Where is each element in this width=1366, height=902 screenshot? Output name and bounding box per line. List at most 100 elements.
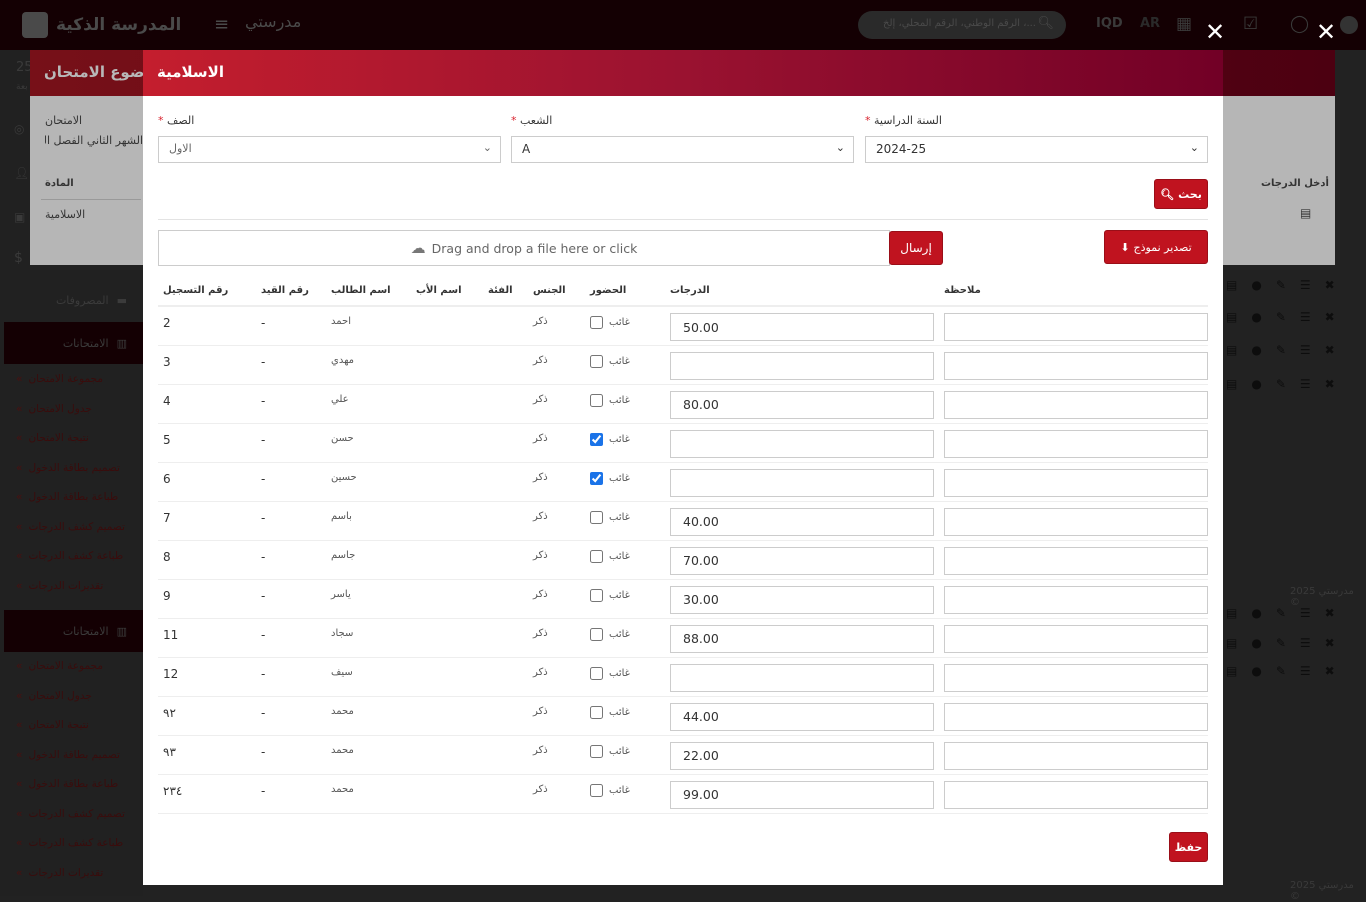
section-select[interactable]: A ⌄ xyxy=(511,136,854,163)
close-main-modal-icon[interactable]: ✕ xyxy=(1205,18,1226,46)
logo[interactable]: المدرسة الذكية xyxy=(22,10,212,40)
id-card-icon[interactable]: ▤ xyxy=(1226,664,1238,678)
absent-checkbox[interactable] xyxy=(590,705,603,719)
note-input[interactable] xyxy=(944,702,1208,731)
sidebar-subitem[interactable]: « تصميم بطاقة الدخول xyxy=(16,749,120,761)
absent-checkbox[interactable] xyxy=(590,588,603,602)
sidebar-subitem[interactable]: « طباعة بطاقة الدخول xyxy=(16,491,118,503)
id-card-icon[interactable]: ▤ xyxy=(1226,343,1238,357)
checkbox-icon[interactable]: ☑ xyxy=(1243,14,1259,34)
sidebar-subitem[interactable]: « تصميم كشف الدرجات xyxy=(16,521,125,533)
sidebar-subitem[interactable]: « نتيجة الامتحان xyxy=(16,432,89,444)
absent-checkbox[interactable] xyxy=(590,432,603,446)
list-icon[interactable]: ☰ xyxy=(1299,664,1311,678)
list-icon[interactable]: ☰ xyxy=(1299,636,1311,650)
absent-checkbox-label[interactable]: غائب xyxy=(590,783,660,797)
sidebar-subitem[interactable]: « تقديرات الدرجات xyxy=(16,867,103,879)
sidebar-subitem[interactable]: « طباعة بطاقة الدخول xyxy=(16,778,118,790)
delete-icon[interactable]: ✖ xyxy=(1324,343,1335,357)
note-input[interactable] xyxy=(944,663,1208,692)
grade-input[interactable]: 30.00 xyxy=(670,585,934,614)
hamburger-icon[interactable]: ≡ xyxy=(214,14,230,35)
list-icon[interactable]: ☰ xyxy=(1299,343,1311,357)
absent-checkbox-label[interactable]: غائب xyxy=(590,627,660,641)
search-button[interactable]: 🔍︎ بحث xyxy=(1154,179,1208,209)
delete-icon[interactable]: ✖ xyxy=(1324,310,1335,324)
absent-checkbox-label[interactable]: غائب xyxy=(590,354,660,368)
sidebar-subitem[interactable]: « تصميم كشف الدرجات xyxy=(16,808,125,820)
comment-icon[interactable]: ● xyxy=(1251,606,1262,620)
delete-icon[interactable]: ✖ xyxy=(1324,664,1335,678)
id-card-icon[interactable]: ▤ xyxy=(1226,606,1238,620)
language-label[interactable]: AR xyxy=(1140,16,1161,31)
grade-input[interactable] xyxy=(670,351,934,380)
sidebar-subitem[interactable]: « تقديرات الدرجات xyxy=(16,580,103,592)
absent-checkbox-label[interactable]: غائب xyxy=(590,393,660,407)
note-input[interactable] xyxy=(944,585,1208,614)
dollar-icon[interactable]: $ xyxy=(14,250,23,266)
comment-icon[interactable]: ● xyxy=(1251,343,1262,357)
id-card-icon[interactable]: ▤ xyxy=(1226,636,1238,650)
absent-checkbox-label[interactable]: غائب xyxy=(590,705,660,719)
list-icon[interactable]: ☰ xyxy=(1299,310,1311,324)
delete-icon[interactable]: ✖ xyxy=(1324,377,1335,391)
delete-icon[interactable]: ✖ xyxy=(1324,636,1335,650)
sidebar-subitem[interactable]: « جدول الامتحان xyxy=(16,403,92,415)
pencil-icon[interactable]: ✎ xyxy=(1275,664,1286,678)
export-template-button[interactable]: ⬇ تصدير نموذج xyxy=(1104,230,1208,264)
sidebar-item-exams-2[interactable]: الامتحانات ▥ xyxy=(4,610,143,652)
absent-checkbox-label[interactable]: غائب xyxy=(590,316,660,329)
sidebar-subitem[interactable]: « طباعة كشف الدرجات xyxy=(16,837,123,849)
users-icon[interactable]: 👤︎ xyxy=(14,166,30,180)
sidebar-subitem[interactable]: « جدول الامتحان xyxy=(16,690,92,702)
note-input[interactable] xyxy=(944,780,1208,809)
absent-checkbox[interactable] xyxy=(590,744,603,758)
list-icon[interactable]: ☰ xyxy=(1299,377,1311,391)
note-input[interactable] xyxy=(944,624,1208,653)
sidebar-subitem[interactable]: « نتيجة الامتحان xyxy=(16,719,89,731)
absent-checkbox[interactable] xyxy=(590,471,603,485)
grade-input[interactable]: 50.00 xyxy=(670,313,934,341)
note-input[interactable] xyxy=(944,313,1208,341)
send-button[interactable]: إرسال xyxy=(889,231,943,265)
absent-checkbox-label[interactable]: غائب xyxy=(590,432,660,446)
file-dropzone[interactable]: ☁ Drag and drop a file here or click xyxy=(158,230,890,266)
absent-checkbox-label[interactable]: غائب xyxy=(590,510,660,524)
absent-checkbox-label[interactable]: غائب xyxy=(590,666,660,680)
pencil-icon[interactable]: ✎ xyxy=(1275,278,1286,292)
sidebar-subitem[interactable]: « مجموعة الامتحان xyxy=(16,660,103,672)
absent-checkbox[interactable] xyxy=(590,316,603,329)
pencil-icon[interactable]: ✎ xyxy=(1275,310,1286,324)
absent-checkbox[interactable] xyxy=(590,627,603,641)
money-icon[interactable]: ▣ xyxy=(14,210,26,224)
dashboard-icon[interactable]: ◎ xyxy=(14,122,25,136)
note-input[interactable] xyxy=(944,507,1208,536)
comment-icon[interactable]: ● xyxy=(1251,377,1262,391)
note-input[interactable] xyxy=(944,468,1208,497)
year-select[interactable]: 2024-25 ⌄ xyxy=(865,136,1208,163)
sidebar-subitem[interactable]: « مجموعة الامتحان xyxy=(16,373,103,385)
pencil-icon[interactable]: ✎ xyxy=(1275,636,1286,650)
absent-checkbox-label[interactable]: غائب xyxy=(590,744,660,758)
list-icon[interactable]: ☰ xyxy=(1299,606,1311,620)
grade-input[interactable] xyxy=(670,663,934,692)
id-card-icon[interactable]: ▤ xyxy=(1226,377,1238,391)
sidebar-subitem[interactable]: « طباعة كشف الدرجات xyxy=(16,550,123,562)
grade-input[interactable]: 40.00 xyxy=(670,507,934,536)
grade-input[interactable] xyxy=(670,468,934,497)
close-background-modal-icon[interactable]: ✕ xyxy=(1316,18,1337,46)
absent-checkbox[interactable] xyxy=(590,510,603,524)
sidebar-item-expenses[interactable]: المصروفات ▬ xyxy=(4,279,143,321)
comment-icon[interactable]: ● xyxy=(1251,310,1262,324)
class-select[interactable]: الاول ⌄ xyxy=(158,136,501,163)
sidebar-item-exams[interactable]: الامتحانات ▥ xyxy=(4,322,143,364)
list-icon[interactable]: ☰ xyxy=(1299,278,1311,292)
calendar-icon[interactable]: ▦ xyxy=(1176,14,1193,34)
delete-icon[interactable]: ✖ xyxy=(1324,606,1335,620)
save-button[interactable]: حفظ xyxy=(1169,832,1208,862)
absent-checkbox-label[interactable]: غائب xyxy=(590,471,660,485)
grade-input[interactable]: 44.00 xyxy=(670,702,934,731)
grade-input[interactable]: 70.00 xyxy=(670,546,934,575)
grade-input[interactable]: 88.00 xyxy=(670,624,934,653)
absent-checkbox[interactable] xyxy=(590,354,603,368)
